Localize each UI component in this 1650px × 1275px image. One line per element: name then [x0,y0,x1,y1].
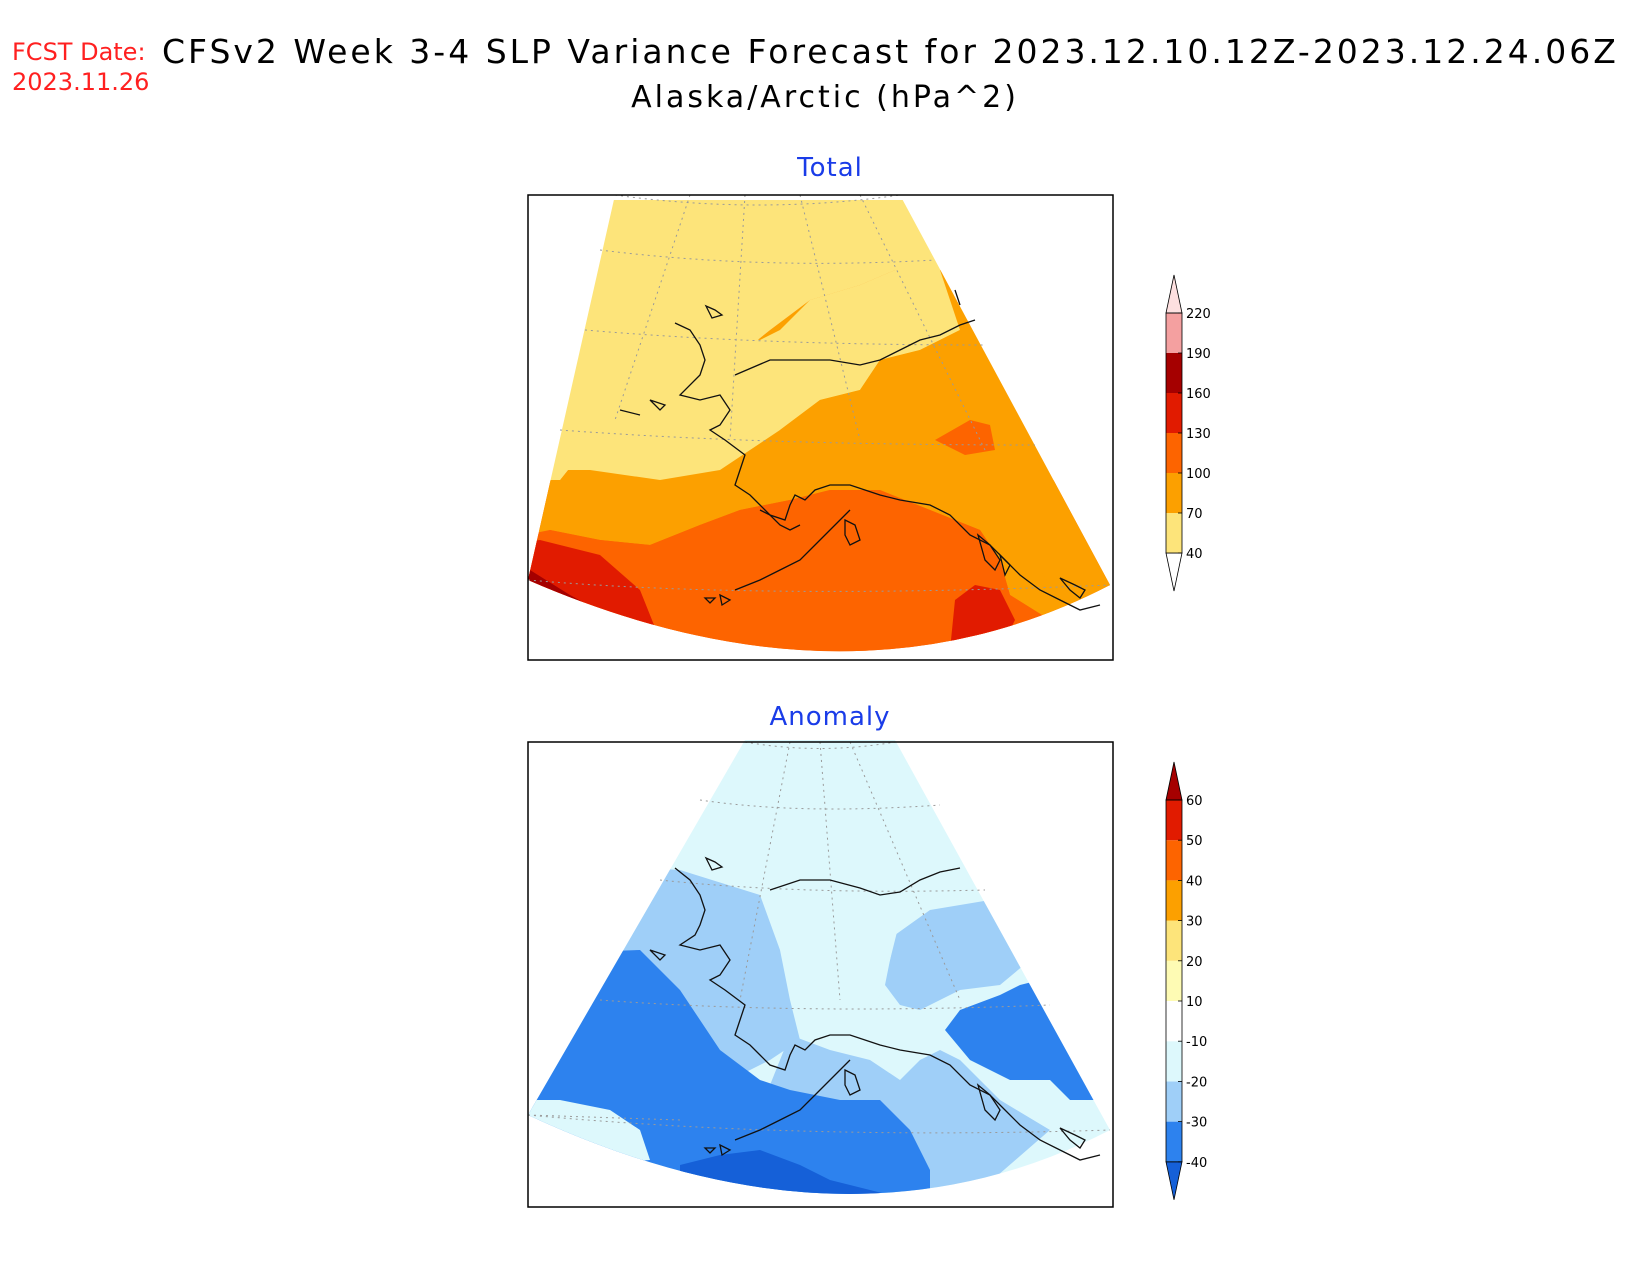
colorbar-anomaly: -40 -30 -20 -10 10 20 30 40 50 60 [1165,761,1207,1200]
total-contour-fill [528,200,1110,652]
panel-title-total: Total [797,153,863,183]
anomaly-colorbar-swatch [1166,1121,1182,1162]
total-region-100-130-east [935,420,995,455]
map-panel-anomaly [527,740,1114,1208]
anomaly-colorbar-swatch [1166,1001,1182,1042]
total-region-100-130 [528,490,1060,652]
total-colorbar-arrow-high [1165,274,1183,314]
total-colorbar-tick-label: 220 [1186,307,1211,322]
anomaly-colorbar-tick-label: -10 [1186,1035,1207,1050]
anomaly-contour-fill [528,740,1110,1194]
anomaly-colorbar-arrow-high [1165,761,1183,801]
anomaly-colorbar-tick-label: -20 [1186,1075,1207,1090]
anomaly-colorbar-tick-label: -40 [1186,1156,1207,1171]
total-colorbar-tick-label: 160 [1186,387,1211,402]
anomaly-colorbar-swatch [1166,1041,1182,1082]
total-colorbar-swatch [1166,473,1182,513]
total-colorbar-arrow-low [1165,552,1183,592]
total-colorbar-swatch [1166,313,1182,353]
fcst-date-label: FCST Date: [12,38,146,66]
anom-region-minus20-30-east [885,900,1030,1010]
figure-title: CFSv2 Week 3-4 SLP Variance Forecast for… [162,32,1619,71]
anomaly-colorbar-swatch [1166,840,1182,881]
panel-title-anomaly: Anomaly [769,702,891,732]
total-colorbar-swatch [1166,433,1182,473]
anomaly-colorbar-arrow-low [1165,1161,1183,1200]
map-panel-total [527,194,1114,661]
total-colorbar-tick-label: 100 [1186,467,1211,482]
total-colorbar-swatch [1166,393,1182,433]
anomaly-colorbar-swatch [1166,960,1182,1001]
fcst-date-value: 2023.11.26 [12,68,150,96]
anomaly-map-frame [527,741,1114,1208]
total-coastline [619,289,1101,611]
anomaly-colorbar-outline [1165,799,1183,1163]
anom-graticule [527,741,1111,1134]
figure-subtitle: Alaska/Arctic (hPa^2) [631,80,1019,115]
anomaly-colorbar-tick-label: 10 [1186,995,1203,1010]
anomaly-colorbar-tick-label: 20 [1186,955,1203,970]
total-colorbar-tick-label: 190 [1186,347,1211,362]
total-region-40-70-inner [560,270,960,480]
anom-region-minus30-40-east [945,980,1110,1100]
total-colorbar-swatch [1166,513,1182,553]
anomaly-colorbar-tick-label: -30 [1186,1116,1207,1131]
colorbar-total: 40 70 100 130 160 190 220 [1165,274,1211,592]
anomaly-colorbar-tick-label: 60 [1186,794,1203,809]
total-map-frame [527,194,1114,661]
total-colorbar-tick-label: 40 [1186,547,1203,562]
total-graticule [527,194,1111,592]
anomaly-colorbar-swatch [1166,920,1182,961]
total-colorbar-tick-label: 70 [1186,507,1203,522]
anomaly-colorbar-swatch [1166,1081,1182,1122]
anomaly-colorbar-swatch [1166,800,1182,841]
total-region-70-100-upper [770,330,1110,600]
anom-region-minus40 [680,1150,910,1194]
anom-region-minus10-20-mid [770,870,900,1040]
total-colorbar-tick-label: 130 [1186,427,1211,442]
anomaly-colorbar-swatch [1166,880,1182,921]
anomaly-colorbar-tick-label: 40 [1186,874,1203,889]
anom-coastline [649,856,1101,1161]
anomaly-colorbar-tick-label: 30 [1186,915,1203,930]
total-colorbar-swatch [1166,353,1182,393]
anomaly-colorbar-tick-label: 50 [1186,834,1203,849]
